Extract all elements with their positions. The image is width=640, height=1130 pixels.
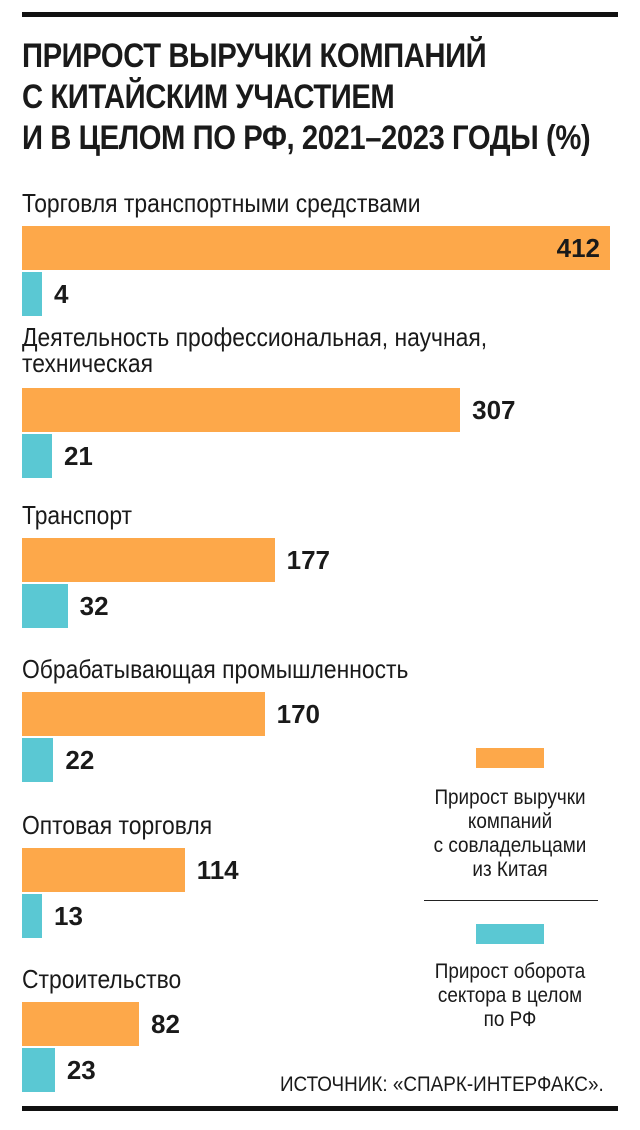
data-label: 412 bbox=[556, 233, 600, 263]
legend-line: с совладельцами bbox=[433, 834, 587, 857]
chart-title-line: И В ЦЕЛОМ ПО РФ, 2021–2023 ГОДЫ (%) bbox=[22, 119, 591, 157]
bar-china bbox=[22, 388, 461, 432]
data-label: 177 bbox=[286, 545, 330, 575]
chart-title: ПРИРОСТ ВЫРУЧКИ КОМПАНИЙ С КИТАЙСКИМ УЧА… bbox=[22, 36, 591, 159]
bar-china bbox=[22, 692, 265, 736]
bar-rf bbox=[22, 894, 42, 938]
bar-rf bbox=[22, 584, 68, 628]
legend-swatch-china bbox=[476, 748, 544, 768]
category-label: Транспорт bbox=[22, 500, 133, 530]
bottom-rule bbox=[22, 1106, 618, 1111]
bar-china bbox=[22, 848, 185, 892]
category-label: Деятельность профессиональная, научная, bbox=[22, 322, 488, 352]
data-label: 22 bbox=[65, 745, 95, 775]
data-label: 4 bbox=[54, 279, 69, 309]
data-label: 307 bbox=[472, 395, 516, 425]
legend-swatch-rf bbox=[476, 924, 544, 944]
category-label: Обрабатывающая промышленность bbox=[22, 654, 409, 684]
data-label: 114 bbox=[196, 855, 239, 885]
data-label: 21 bbox=[63, 441, 93, 471]
source-note: ИСТОЧНИК: «СПАРК-ИНТЕРФАКС». bbox=[280, 1073, 604, 1096]
category-label: Торговля транспортными средствами bbox=[22, 188, 421, 218]
bar-china bbox=[22, 1002, 140, 1046]
category-label: Оптовая торговля bbox=[22, 810, 213, 840]
bar-rf bbox=[22, 1048, 55, 1092]
legend-line: Прирост выручки bbox=[434, 786, 586, 809]
legend-line: сектора в целом bbox=[437, 984, 583, 1007]
data-label: 170 bbox=[276, 699, 320, 729]
legend-line: Прирост оборота bbox=[434, 960, 586, 983]
legend-line: компаний bbox=[467, 810, 553, 833]
legend-label-china: Прирост выручки компаний с совладельцами… bbox=[420, 786, 600, 882]
category-label: техническая bbox=[22, 348, 154, 378]
data-label: 23 bbox=[66, 1055, 96, 1085]
chart-title-line: ПРИРОСТ ВЫРУЧКИ КОМПАНИЙ bbox=[22, 37, 487, 75]
bar-rf bbox=[22, 272, 42, 316]
legend-line: по РФ bbox=[483, 1008, 537, 1031]
bar-china bbox=[22, 538, 275, 582]
chart-title-line: С КИТАЙСКИМ УЧАСТИЕМ bbox=[22, 78, 395, 116]
data-label: 82 bbox=[151, 1009, 180, 1039]
category-label: Строительство bbox=[22, 964, 182, 994]
data-label: 32 bbox=[79, 591, 109, 621]
bar-rf bbox=[22, 434, 52, 478]
bar-rf bbox=[22, 738, 54, 782]
top-rule bbox=[22, 12, 618, 17]
bar-china bbox=[22, 226, 610, 270]
legend-separator bbox=[424, 900, 598, 901]
legend-line: из Китая bbox=[472, 858, 548, 881]
legend-label-rf: Прирост оборота сектора в целом по РФ bbox=[420, 960, 600, 1032]
data-label: 13 bbox=[54, 901, 83, 931]
